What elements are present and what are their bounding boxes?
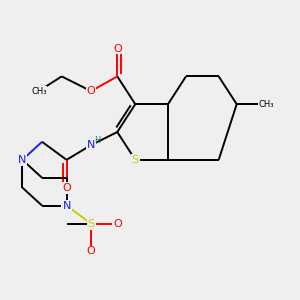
Text: O: O (87, 86, 95, 96)
Text: CH₃: CH₃ (31, 87, 46, 96)
Text: N: N (87, 140, 95, 150)
Text: H: H (94, 136, 100, 145)
Text: S: S (88, 219, 95, 229)
Text: O: O (62, 183, 71, 193)
Text: O: O (113, 219, 122, 229)
Text: O: O (87, 246, 95, 256)
Text: N: N (18, 155, 27, 165)
Text: S: S (132, 155, 139, 165)
Text: CH₃: CH₃ (258, 100, 274, 109)
Text: N: N (62, 201, 71, 211)
Text: O: O (113, 44, 122, 54)
